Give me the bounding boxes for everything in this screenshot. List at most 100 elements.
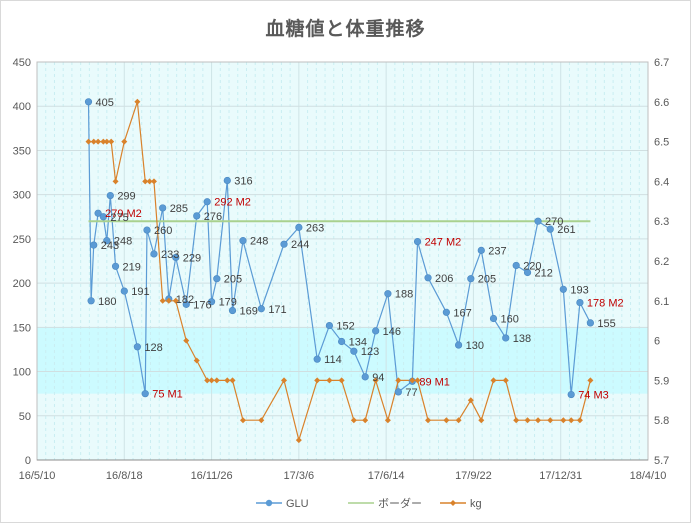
glu-data-label: 316 bbox=[234, 176, 252, 188]
y-right-tick-label: 6.4 bbox=[654, 176, 669, 188]
glu-data-label: 74 M3 bbox=[578, 390, 609, 402]
kg-marker bbox=[95, 138, 102, 145]
glu-data-label: 276 bbox=[204, 211, 222, 223]
y-right-tick-label: 6.3 bbox=[654, 216, 669, 228]
y-right-tick-label: 5.8 bbox=[654, 415, 669, 427]
kg-marker bbox=[239, 417, 246, 424]
y-right-tick-label: 6 bbox=[654, 336, 660, 348]
glu-data-label: 128 bbox=[144, 342, 162, 354]
chart-title: 血糖値と体重推移 bbox=[265, 19, 426, 40]
kg-marker bbox=[576, 417, 583, 424]
glu-data-label: 244 bbox=[291, 239, 309, 251]
glu-data-label: 263 bbox=[306, 222, 324, 234]
glu-data-label: 179 bbox=[219, 297, 237, 309]
glu-data-label: 167 bbox=[453, 307, 471, 319]
glu-marker bbox=[338, 337, 346, 346]
kg-marker bbox=[229, 377, 236, 384]
kg-marker bbox=[560, 417, 567, 424]
glu-data-label: 94 bbox=[372, 372, 384, 384]
y-right-tick-label: 6.1 bbox=[654, 296, 669, 308]
glu-data-label: 77 bbox=[405, 387, 417, 399]
kg-marker bbox=[183, 337, 190, 344]
glu-marker bbox=[413, 237, 422, 246]
kg-marker bbox=[258, 417, 265, 424]
glu-data-label: 146 bbox=[383, 326, 401, 338]
y-left-tick-label: 450 bbox=[13, 57, 31, 69]
glu-marker bbox=[203, 198, 211, 206]
glu-marker bbox=[502, 334, 510, 342]
kg-marker bbox=[295, 437, 302, 444]
glu-marker bbox=[534, 217, 542, 225]
glu-data-label: 237 bbox=[488, 245, 506, 257]
glu-data-label: 89 M1 bbox=[419, 376, 450, 388]
glu-marker bbox=[120, 287, 128, 295]
y-left-tick-label: 400 bbox=[13, 101, 31, 113]
kg-marker bbox=[159, 297, 166, 304]
glu-data-label: 212 bbox=[535, 267, 553, 279]
glu-data-label: 130 bbox=[466, 340, 484, 352]
glu-marker bbox=[512, 261, 520, 270]
glu-marker bbox=[223, 176, 231, 185]
x-tick-label: 17/12/31 bbox=[539, 470, 582, 482]
y-right-tick-label: 6.6 bbox=[654, 97, 669, 109]
glu-marker bbox=[361, 373, 369, 381]
glu-marker bbox=[99, 213, 107, 221]
glu-data-label: 206 bbox=[435, 273, 453, 285]
glu-marker bbox=[477, 246, 485, 254]
kg-marker bbox=[395, 377, 402, 384]
kg-marker bbox=[535, 417, 542, 424]
glu-marker bbox=[141, 390, 149, 398]
kg-marker bbox=[362, 417, 369, 424]
legend-marker-kg bbox=[450, 500, 456, 506]
glu-marker bbox=[172, 253, 180, 262]
kg-marker bbox=[208, 377, 215, 384]
y-right-tick-label: 6.7 bbox=[654, 57, 669, 69]
glu-data-label: 279 M2 bbox=[105, 208, 142, 220]
glu-data-label: 134 bbox=[349, 336, 367, 348]
kg-marker bbox=[326, 377, 333, 384]
kg-marker bbox=[146, 178, 153, 185]
glu-marker bbox=[159, 204, 167, 212]
glu-data-label: 405 bbox=[95, 97, 113, 109]
y-left-tick-label: 50 bbox=[19, 411, 31, 423]
glu-data-label: 205 bbox=[224, 274, 242, 286]
glu-marker bbox=[193, 212, 201, 220]
y-right-tick-label: 5.7 bbox=[654, 455, 669, 467]
kg-marker bbox=[587, 377, 594, 384]
glu-data-label: 182 bbox=[176, 294, 194, 306]
kg-marker bbox=[409, 377, 416, 384]
glu-marker bbox=[546, 225, 554, 233]
x-tick-label: 17/6/14 bbox=[368, 470, 405, 482]
glu-marker bbox=[523, 268, 532, 277]
glu-marker bbox=[87, 297, 95, 305]
glu-data-label: 169 bbox=[240, 306, 258, 318]
glu-marker bbox=[586, 319, 594, 327]
glu-data-label: 292 M2 bbox=[214, 197, 251, 209]
kg-marker bbox=[524, 417, 531, 424]
glu-data-label: 114 bbox=[324, 354, 342, 366]
kg-marker bbox=[467, 397, 474, 404]
glu-data-label: 75 M1 bbox=[152, 389, 183, 401]
glu-marker bbox=[94, 209, 102, 217]
legend-label: GLU bbox=[286, 498, 309, 510]
glu-marker bbox=[228, 306, 237, 315]
kg-marker bbox=[103, 138, 110, 145]
kg-marker bbox=[142, 178, 149, 185]
glu-marker bbox=[384, 290, 392, 298]
x-tick-label: 18/4/10 bbox=[630, 470, 667, 482]
glu-data-label: 247 M2 bbox=[425, 237, 462, 249]
glu-marker bbox=[489, 314, 498, 323]
kg-marker bbox=[112, 178, 119, 185]
glu-data-label: 171 bbox=[268, 304, 286, 316]
glu-marker bbox=[106, 191, 114, 200]
legend-marker-glu bbox=[265, 499, 273, 507]
kg-marker bbox=[172, 297, 179, 304]
glu-marker bbox=[424, 274, 432, 282]
glu-marker bbox=[84, 98, 93, 106]
glu-data-label: 233 bbox=[161, 249, 179, 261]
glu-marker bbox=[454, 341, 463, 349]
glu-marker bbox=[325, 321, 334, 330]
kg-marker bbox=[443, 417, 450, 424]
kg-marker bbox=[338, 377, 345, 384]
